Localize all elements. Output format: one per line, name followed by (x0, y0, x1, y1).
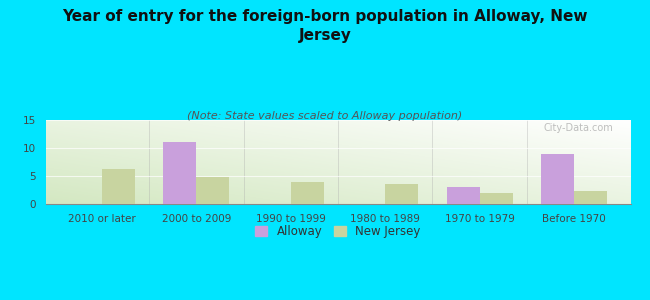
Bar (574, 191, 607, 204)
Bar (541, 154, 574, 204)
Bar (196, 177, 229, 204)
Text: (Note: State values scaled to Alloway population): (Note: State values scaled to Alloway po… (187, 111, 463, 121)
Text: City-Data.com: City-Data.com (543, 123, 613, 134)
Bar (447, 187, 480, 204)
Bar (480, 193, 513, 204)
Bar (102, 169, 135, 204)
Legend: Alloway, New Jersey: Alloway, New Jersey (252, 222, 424, 242)
Bar (291, 182, 324, 204)
Bar (385, 184, 418, 204)
Text: Year of entry for the foreign-born population in Alloway, New
Jersey: Year of entry for the foreign-born popul… (62, 9, 588, 43)
Bar (163, 142, 196, 204)
